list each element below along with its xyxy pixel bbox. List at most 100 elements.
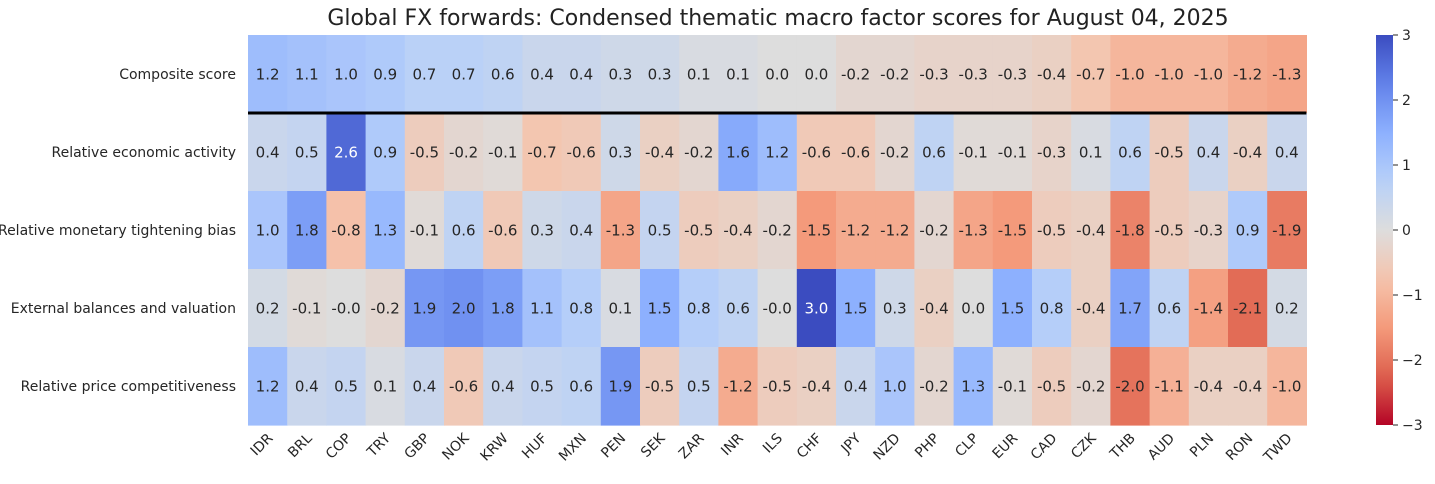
cell-value-label: 0.5 xyxy=(295,144,319,162)
column-tick-label: EUR xyxy=(990,430,1022,462)
heatmap-cell xyxy=(640,269,680,348)
cell-value-label: 1.8 xyxy=(491,300,515,318)
cell-value-label: -1.5 xyxy=(998,222,1027,240)
column-tick-label: JPY xyxy=(838,430,865,457)
column-tick-label: IDR xyxy=(248,430,277,459)
heatmap-cell xyxy=(404,191,445,270)
column-tick-label: MXN xyxy=(556,431,590,465)
cell-value-label: 0.8 xyxy=(687,300,711,318)
cell-value-label: -1.4 xyxy=(1194,300,1223,318)
heatmap-cell xyxy=(248,113,288,192)
cell-value-label: 1.5 xyxy=(648,300,672,318)
cell-value-label: -1.0 xyxy=(1155,66,1184,84)
cell-value-label: -0.1 xyxy=(292,300,321,318)
cell-value-label: 0.4 xyxy=(530,66,554,84)
cell-value-label: 0.5 xyxy=(334,378,358,396)
heatmap-cell xyxy=(796,269,837,348)
heatmap-cell xyxy=(522,347,563,426)
heatmap-cell xyxy=(953,113,994,192)
column-tick-label: KRW xyxy=(478,430,512,464)
heatmap-cell xyxy=(1149,269,1190,348)
colorbar-tick-label: −2 xyxy=(1402,353,1423,369)
heatmap-cell xyxy=(1149,113,1190,192)
column-tick-label: SEK xyxy=(638,430,669,461)
column-tick-label: THB xyxy=(1107,431,1139,463)
cell-value-label: -2.1 xyxy=(1233,300,1262,318)
heatmap-cell xyxy=(914,269,955,348)
heatmap-cell xyxy=(1071,113,1111,192)
heatmap-cell xyxy=(1071,269,1111,348)
heatmap-cell xyxy=(718,347,759,426)
cell-value-label: -0.6 xyxy=(802,144,831,162)
cell-value-label: -0.0 xyxy=(331,300,360,318)
cell-value-label: 0.1 xyxy=(373,378,397,396)
cell-value-label: -0.5 xyxy=(1037,378,1066,396)
colorbar-tick-label: 0 xyxy=(1402,223,1411,239)
cell-value-label: -1.3 xyxy=(1272,66,1301,84)
heatmap-cell xyxy=(522,191,563,270)
cell-value-label: 0.6 xyxy=(922,144,946,162)
column-tick-label: ZAR xyxy=(676,430,708,462)
cell-value-label: 0.2 xyxy=(256,300,280,318)
cell-value-label: 1.5 xyxy=(1000,300,1024,318)
cell-value-label: -0.5 xyxy=(1037,222,1066,240)
column-tick-label: CAD xyxy=(1028,431,1061,464)
cell-value-label: 0.6 xyxy=(491,66,515,84)
heatmap-cell xyxy=(248,191,288,270)
cell-value-label: -0.5 xyxy=(1155,222,1184,240)
cell-value-label: 0.7 xyxy=(452,66,476,84)
heatmap-cell xyxy=(914,113,955,192)
cell-value-label: -0.7 xyxy=(527,144,556,162)
cell-value-label: 0.8 xyxy=(569,300,593,318)
cell-value-label: -1.0 xyxy=(1194,66,1223,84)
heatmap-cell xyxy=(875,191,915,270)
cell-value-label: -1.0 xyxy=(1272,378,1301,396)
heatmap-cell xyxy=(640,35,680,114)
heatmap-cell xyxy=(796,347,837,426)
heatmap-cell xyxy=(444,113,484,192)
heatmap-cell xyxy=(718,269,759,348)
heatmap-cell xyxy=(992,113,1033,192)
cell-value-label: 0.4 xyxy=(412,378,436,396)
heatmap-cell xyxy=(326,269,367,348)
heatmap-cell xyxy=(875,269,915,348)
cell-value-label: -0.2 xyxy=(449,144,478,162)
cell-value-label: -0.4 xyxy=(802,378,831,396)
row-label: Relative economic activity xyxy=(51,145,236,161)
heatmap-cell xyxy=(404,347,445,426)
heatmap-cell xyxy=(1228,113,1268,192)
cell-value-label: 0.4 xyxy=(491,378,515,396)
heatmap-cell xyxy=(522,35,563,114)
heatmap-cell xyxy=(365,347,406,426)
cell-value-label: -0.3 xyxy=(959,66,988,84)
cell-value-label: 1.9 xyxy=(412,300,436,318)
heatmap-cell xyxy=(1149,191,1190,270)
row-label: External balances and valuation xyxy=(11,301,236,317)
heatmap-cell xyxy=(875,347,915,426)
cell-value-label: 2.0 xyxy=(452,300,476,318)
heatmap-cell xyxy=(444,191,484,270)
heatmap-cell xyxy=(757,347,798,426)
heatmap-cell xyxy=(992,35,1033,114)
heatmap-cell xyxy=(1267,191,1307,270)
heatmap-cell xyxy=(600,269,641,348)
heatmap-cell xyxy=(992,347,1033,426)
heatmap-cell xyxy=(365,35,406,114)
cell-value-label: 0.7 xyxy=(412,66,436,84)
cell-value-label: -2.0 xyxy=(1115,378,1144,396)
column-tick-label: CHF xyxy=(794,431,825,462)
heatmap-cell xyxy=(287,191,327,270)
heatmap-cell xyxy=(444,347,484,426)
cell-value-label: -0.2 xyxy=(1076,378,1105,396)
cell-value-label: -0.5 xyxy=(645,378,674,396)
heatmap-cell xyxy=(483,347,523,426)
cell-value-label: -0.3 xyxy=(1194,222,1223,240)
heatmap-cell xyxy=(365,269,406,348)
cell-value-label: 0.3 xyxy=(883,300,907,318)
heatmap-cell xyxy=(561,191,602,270)
heatmap-cell xyxy=(953,35,994,114)
heatmap-cell xyxy=(1071,191,1111,270)
heatmap-cell xyxy=(836,269,876,348)
heatmap-cell xyxy=(1267,347,1307,426)
heatmap-cell xyxy=(483,269,523,348)
